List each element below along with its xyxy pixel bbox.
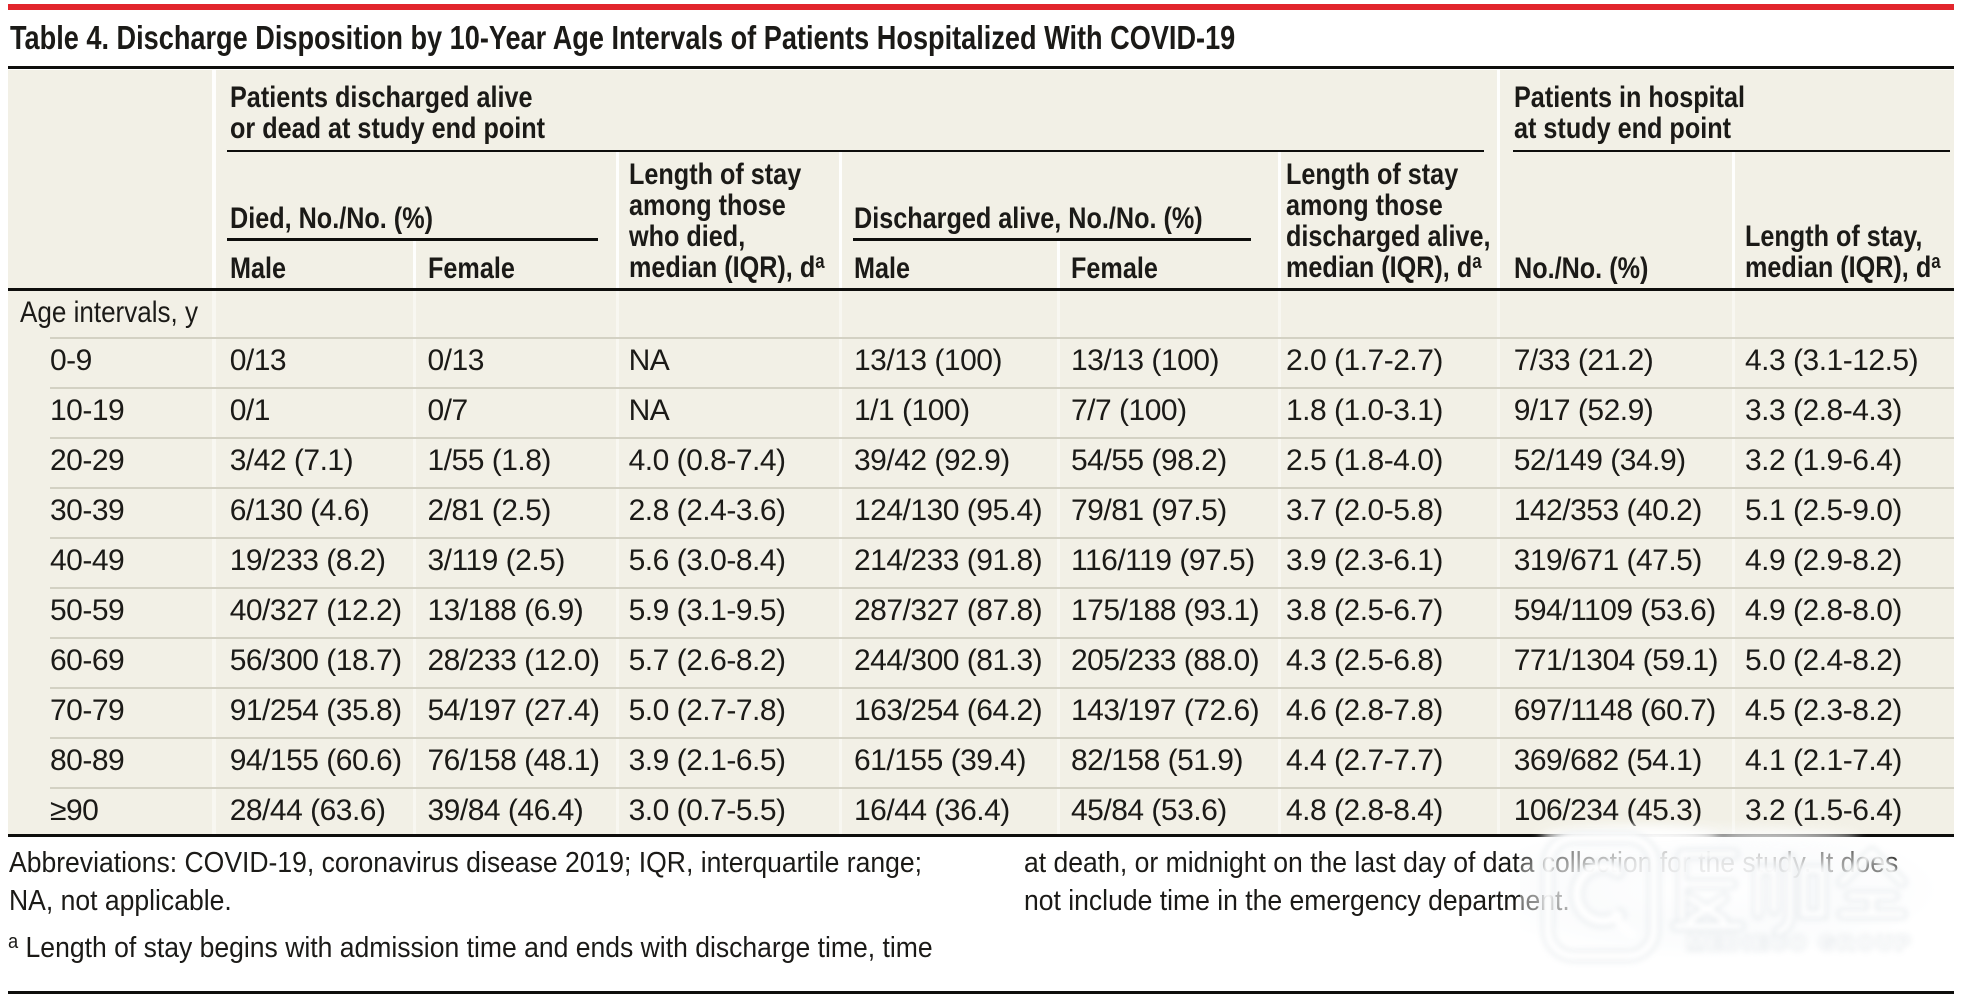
svg-text:MEDIECO GROUP: MEDIECO GROUP [1687,932,1913,955]
svg-text:MEDIECO GROUP: MEDIECO GROUP [1687,932,1913,955]
